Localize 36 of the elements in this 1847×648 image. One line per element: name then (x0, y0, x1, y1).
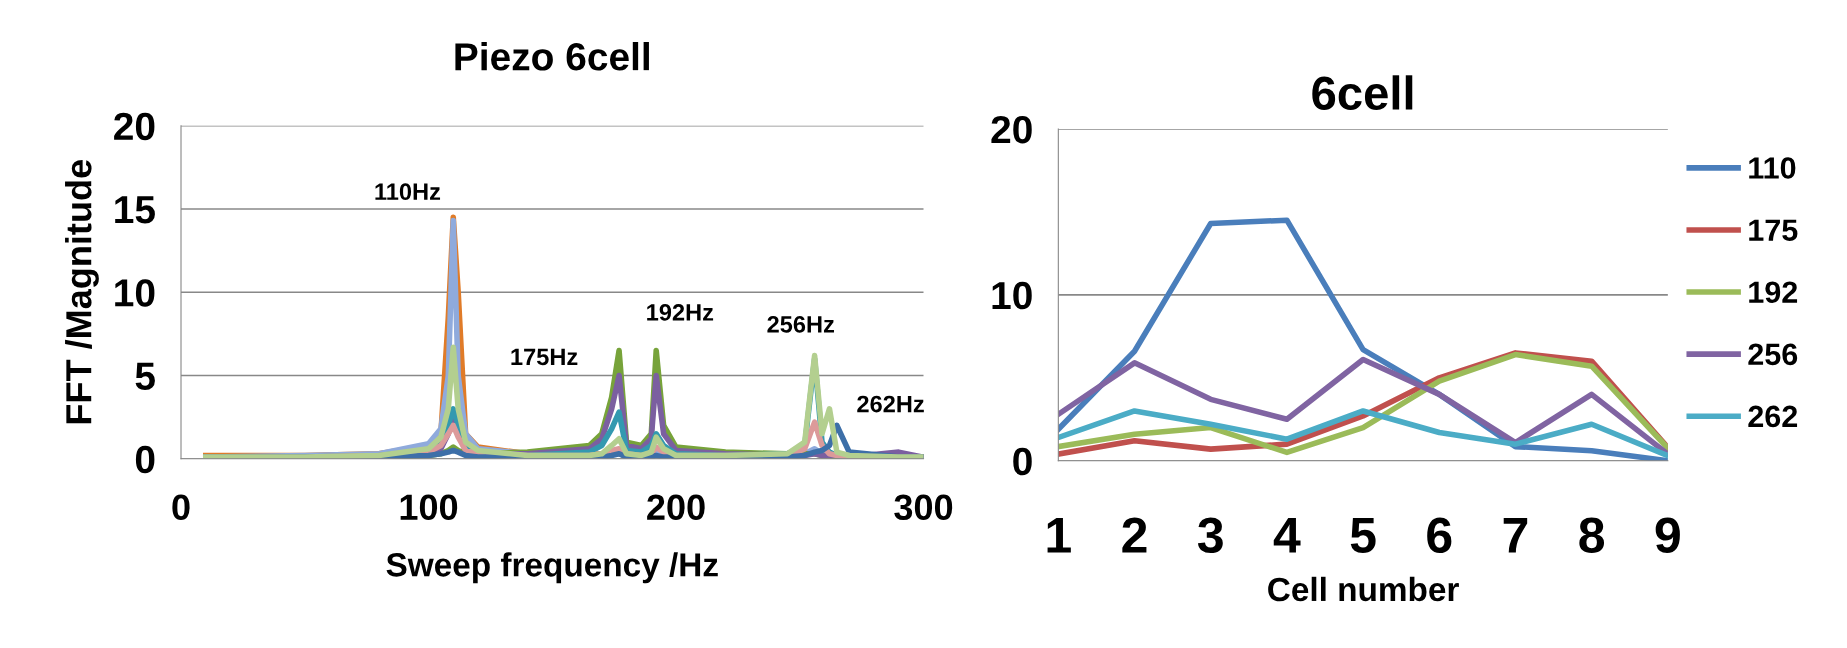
x-tick-label: 0 (172, 494, 190, 521)
x-tick-label: 100 (400, 494, 458, 521)
annotation: 110Hz (375, 183, 441, 201)
legend-label: 192 (1749, 281, 1798, 304)
annotation: 175Hz (511, 348, 578, 366)
x-axis-title: Sweep frequency /Hz (386, 552, 718, 584)
x-tick-label: 7 (1503, 518, 1528, 553)
x-tick-label: 9 (1655, 517, 1680, 554)
x-tick-label: 3 (1197, 517, 1223, 554)
x-tick-label: 2 (1122, 517, 1147, 553)
x-tick-label: 200 (647, 494, 705, 521)
x-tick-label: 300 (894, 494, 953, 521)
legend-label: 256 (1748, 343, 1798, 366)
legend-label: 110 (1749, 157, 1796, 179)
annotation: 256Hz (767, 315, 834, 333)
chart-title: 6cell (1312, 75, 1413, 110)
y-tick-label: 10 (115, 279, 155, 307)
legend-label: 262 (1748, 405, 1798, 428)
y-tick-label: 20 (991, 115, 1032, 144)
x-tick-label: 1 (1047, 518, 1071, 553)
y-tick-label: 10 (992, 281, 1032, 310)
x-tick-label: 6 (1427, 517, 1452, 554)
y-tick-label: 15 (115, 196, 155, 224)
y-tick-label: 0 (135, 445, 155, 474)
x-tick-label: 8 (1579, 517, 1605, 554)
annotation: 192Hz (647, 304, 714, 321)
annotation: 262Hz (857, 395, 924, 413)
y-tick-label: 20 (114, 112, 155, 141)
y-tick-label: 5 (135, 362, 155, 390)
legend-label: 175 (1749, 219, 1798, 241)
chart-title: Piezo 6cell (455, 41, 649, 71)
x-tick-label: 5 (1350, 518, 1376, 554)
y-tick-label: 0 (1013, 447, 1032, 476)
y-axis-title: FFT /Magnitude (65, 160, 99, 424)
x-tick-label: 4 (1273, 518, 1301, 553)
x-axis-title: Cell number (1268, 576, 1459, 602)
